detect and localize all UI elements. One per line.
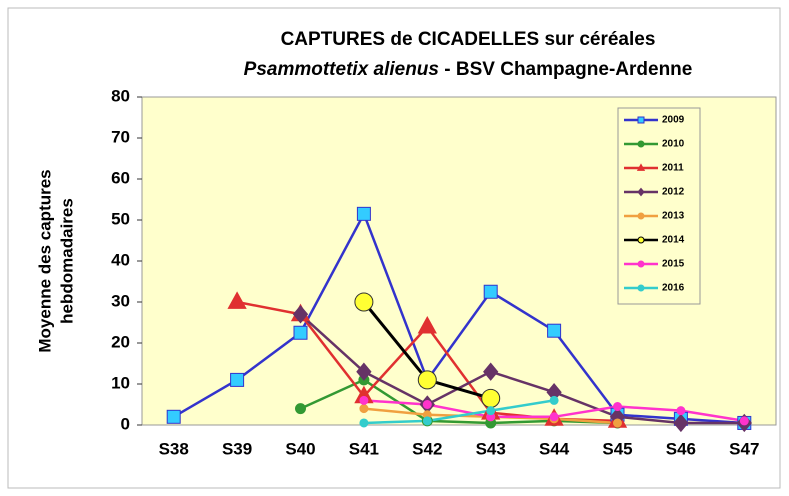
marker (637, 284, 645, 292)
y-tick-label: 10 (111, 373, 130, 392)
subtitle-source: - BSV Champagne-Ardenne (444, 59, 692, 80)
legend-label: 2016 (662, 283, 685, 294)
marker (417, 315, 437, 334)
x-tick-label: S43 (476, 439, 506, 458)
y-tick-label: 50 (111, 209, 130, 228)
legend-label: 2015 (662, 259, 685, 270)
x-tick-label: S38 (159, 439, 189, 458)
x-tick-label: S44 (539, 439, 570, 458)
x-tick-label: S45 (602, 439, 632, 458)
marker (227, 291, 247, 309)
marker (483, 362, 499, 381)
marker (422, 400, 432, 409)
legend-label: 2011 (662, 163, 684, 174)
series-line (299, 313, 745, 425)
marker (637, 236, 645, 244)
marker (549, 412, 559, 422)
marker (359, 418, 369, 428)
x-tick-label: S41 (349, 439, 379, 458)
chart-subtitle: Psammottetix alienus - BSV Champagne-Ard… (244, 59, 693, 80)
marker (613, 418, 622, 428)
subtitle-species: Psammottetix alienus (244, 59, 439, 80)
marker (354, 292, 374, 312)
marker (483, 284, 498, 299)
series-line (173, 210, 745, 425)
marker (637, 187, 645, 197)
marker (739, 416, 749, 426)
marker (356, 362, 372, 381)
marker (481, 388, 501, 408)
series-line (363, 399, 555, 425)
marker (673, 413, 689, 433)
marker (417, 370, 437, 390)
marker (166, 409, 181, 424)
marker (637, 260, 645, 268)
legend: 2009 2010 2011 2012 2013 2014 2015 2016 (617, 107, 701, 305)
legend-label: 2014 (662, 235, 685, 246)
y-tick-label: 80 (111, 86, 130, 105)
x-tick-label: S46 (666, 439, 696, 458)
legend-label: 2013 (662, 211, 685, 222)
y-tick-label: 20 (111, 332, 130, 351)
marker (356, 206, 371, 221)
legend-label: 2010 (662, 139, 685, 150)
marker (549, 395, 559, 405)
marker (359, 404, 369, 414)
legend-label: 2012 (662, 187, 685, 198)
marker (422, 416, 432, 426)
x-tick-label: S42 (412, 439, 442, 458)
chart-title: CAPTURES de CICADELLES sur céréales (281, 29, 656, 50)
x-tick-label: S39 (222, 439, 252, 458)
y-tick-label: 40 (111, 250, 130, 269)
x-tick-label: S40 (285, 439, 315, 458)
marker (613, 402, 622, 412)
marker (292, 305, 309, 324)
legend-label: 2009 (662, 115, 685, 126)
y-tick-label: 70 (111, 127, 130, 146)
marker (636, 163, 646, 171)
y-axis-label: hebdomadaires (57, 198, 76, 324)
x-tick-label: S47 (729, 439, 759, 458)
y-tick-label: 0 (121, 414, 130, 433)
marker (359, 395, 369, 405)
marker (637, 116, 645, 124)
marker (637, 212, 645, 220)
y-axis-label: Moyenne des captures (35, 169, 54, 352)
marker (676, 406, 686, 416)
marker (295, 403, 306, 415)
marker (637, 140, 645, 148)
series-line (299, 378, 618, 425)
marker (293, 325, 308, 340)
marker (547, 323, 562, 338)
y-tick-label: 60 (111, 168, 130, 187)
legend-box (617, 107, 701, 305)
marker (486, 406, 496, 416)
marker (230, 372, 245, 387)
y-tick-label: 30 (111, 291, 130, 310)
